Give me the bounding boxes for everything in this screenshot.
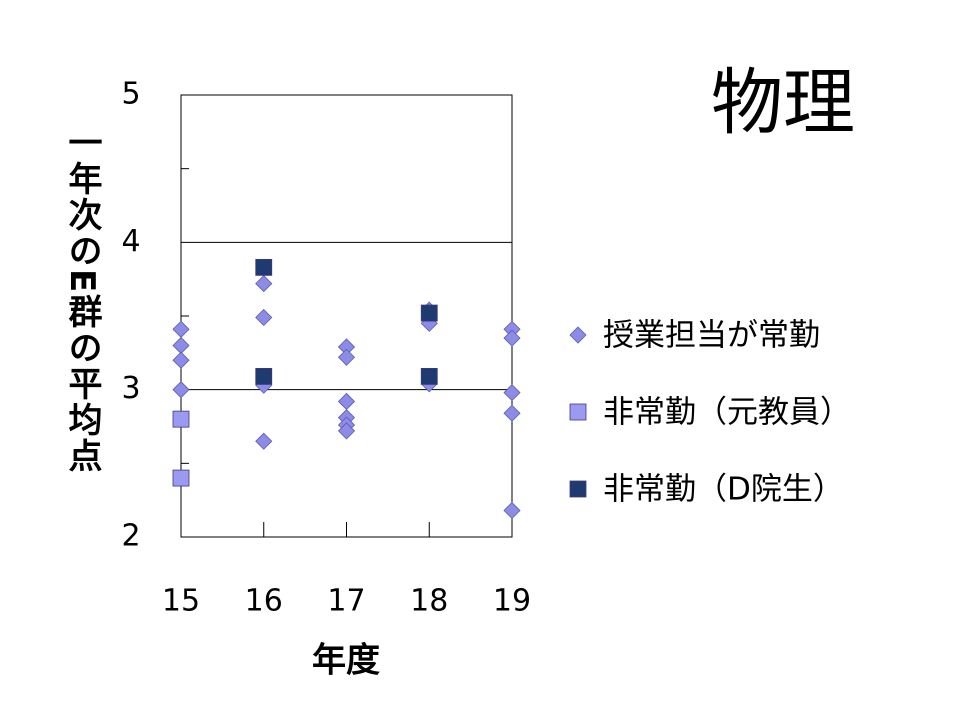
point bbox=[172, 410, 190, 428]
legend-label: 非常勤（元教員） bbox=[603, 395, 851, 431]
x-tick-label: 15 bbox=[162, 584, 200, 619]
point bbox=[337, 348, 356, 366]
x-axis-label: 年度 bbox=[312, 641, 380, 681]
point bbox=[255, 432, 273, 450]
legend-marker bbox=[569, 480, 587, 498]
point bbox=[172, 381, 190, 399]
point bbox=[255, 368, 273, 385]
point bbox=[172, 351, 190, 369]
y-tick-label: 5 bbox=[121, 77, 140, 112]
point bbox=[255, 258, 273, 276]
point bbox=[503, 384, 521, 402]
point bbox=[420, 304, 438, 322]
x-tick-label: 18 bbox=[410, 584, 448, 619]
chart-title: 物理 bbox=[711, 61, 855, 145]
point bbox=[503, 501, 521, 520]
y-tick-label: 4 bbox=[121, 224, 140, 259]
y-tick-label: 3 bbox=[121, 371, 140, 406]
legend-marker bbox=[569, 403, 587, 421]
point bbox=[255, 275, 273, 293]
legend-label: 授業担当が常勤 bbox=[603, 318, 820, 354]
point bbox=[503, 404, 521, 422]
legend-marker bbox=[569, 326, 587, 344]
point bbox=[503, 329, 521, 347]
x-tick-label: 16 bbox=[245, 584, 283, 619]
point bbox=[337, 422, 356, 440]
point bbox=[255, 308, 273, 327]
x-tick-label: 17 bbox=[327, 584, 365, 619]
point bbox=[172, 469, 190, 487]
y-tick-label: 2 bbox=[121, 519, 140, 554]
y-axis-label: 一年次のE群の平均点 bbox=[62, 125, 102, 474]
x-tick-label: 19 bbox=[493, 584, 531, 619]
legend-label: 非常勤（D院生） bbox=[603, 472, 844, 508]
point bbox=[420, 368, 438, 385]
